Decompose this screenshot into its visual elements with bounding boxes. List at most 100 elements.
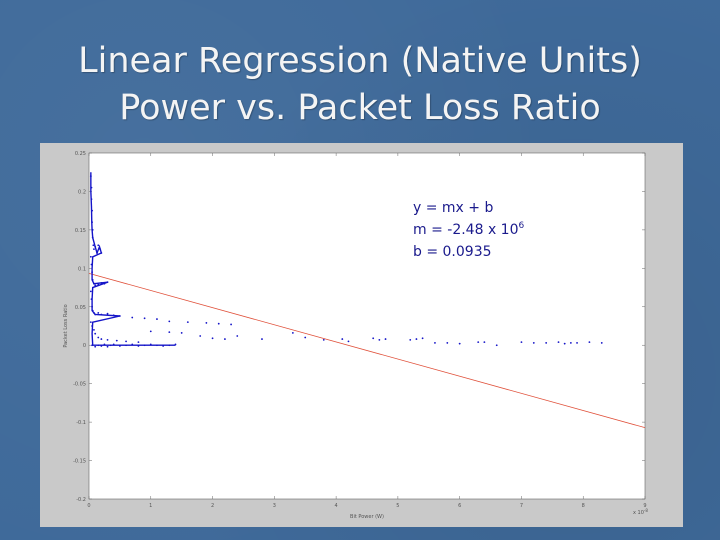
scatter-point (557, 341, 560, 344)
annotation-line3: b = 0.0935 (413, 244, 492, 260)
scatter-point (545, 342, 548, 344)
scatter-point (199, 335, 202, 337)
scatter-point (211, 337, 214, 340)
y-tick-label: 0 (83, 343, 86, 349)
scatter-point (89, 321, 92, 324)
scatter-point (217, 322, 220, 325)
scatter-point (106, 338, 109, 341)
x-tick-label: 4 (335, 503, 338, 509)
scatter-point (149, 330, 152, 333)
scatter-point (106, 312, 109, 315)
scatter-point (94, 284, 97, 287)
data-trace-near-zero (90, 172, 176, 346)
x-tick-label: 9 (643, 503, 646, 509)
scatter-point (446, 342, 449, 344)
y-tick-label: 0.2 (78, 189, 86, 195)
scatter-point (261, 338, 263, 340)
scatter-point (495, 344, 498, 347)
scatter-point (89, 290, 92, 293)
annotation-line1: y = mx + b (413, 200, 493, 216)
y-tick-label: -0.2 (76, 497, 86, 503)
scatter-point (378, 338, 381, 341)
x-multiplier-exponent: -8 (644, 508, 648, 513)
scatter-point (168, 331, 171, 334)
x-tick-label: 6 (458, 503, 461, 509)
regression-line-group (88, 272, 646, 429)
scatter-point (576, 342, 578, 344)
x-tick-label: 1 (149, 503, 152, 509)
annotation-line2-exponent: 6 (519, 221, 525, 231)
y-tick-label: 0.1 (78, 266, 86, 272)
y-axis-label: Packet Loss Ratio (63, 304, 69, 347)
scatter-point (477, 341, 480, 344)
x-tick-label: 0 (87, 503, 90, 509)
scatter-point (384, 338, 387, 340)
x-axis-label: Bit Power (W) (350, 514, 384, 520)
scatter-point (322, 338, 325, 341)
scatter-point (372, 337, 375, 340)
scatter-point (94, 332, 97, 335)
slide-title-line1: Linear Regression (Native Units) (78, 41, 642, 81)
scatter-point (205, 322, 208, 324)
data-points (89, 172, 603, 348)
scatter-point (125, 340, 127, 343)
regression-line (88, 272, 646, 429)
scatter-point (532, 342, 535, 344)
scatter-point (421, 337, 424, 340)
tick-labels: 0 1 2 3 4 5 6 7 8 9 0.25 0.2 0.15 0.1 0.05 0 -0.05 -0.1 -0… (73, 151, 647, 509)
scatter-point (304, 336, 307, 339)
scatter-point (600, 342, 603, 344)
scatter-point (230, 323, 232, 326)
scatter-point (588, 341, 591, 344)
scatter-point (168, 320, 171, 323)
scatter-point (409, 338, 412, 341)
scatter-point (143, 317, 146, 320)
scatter-point (341, 338, 344, 340)
scatter-point (483, 341, 486, 344)
scatter-point (415, 338, 418, 340)
slide-title: Linear Regression (Native Units) Power v… (0, 38, 720, 132)
y-tick-label: 0.15 (75, 228, 86, 234)
x-multiplier-base: x 10 (633, 510, 644, 516)
scatter-point (100, 338, 103, 340)
y-tick-label: -0.05 (73, 382, 86, 388)
y-tick-label: 0.25 (75, 151, 86, 157)
x-tick-label: 3 (273, 503, 276, 509)
x-tick-label: 5 (396, 503, 399, 509)
y-tick-label: -0.1 (76, 420, 86, 426)
annotation-line2-prefix: m = -2.48 x 10 (413, 222, 519, 238)
scatter-point (93, 248, 95, 251)
scatter-point (180, 332, 183, 334)
scatter-point (236, 335, 239, 337)
scatter-point (106, 345, 109, 348)
scatter-point (520, 341, 523, 344)
scatter-point (458, 342, 461, 345)
x-multiplier: x 10-8 (633, 508, 648, 516)
regression-annotation: y = mx + b m = -2.48 x 106 b = 0.0935 (413, 200, 525, 260)
slide-title-line2: Power vs. Packet Loss Ratio (119, 88, 601, 128)
scatter-point (563, 342, 566, 345)
scatter-point (156, 318, 158, 320)
scatter-point (97, 244, 100, 247)
scatter-point (569, 342, 572, 344)
scatter-point (97, 336, 100, 339)
scatter-point (92, 244, 95, 247)
annotation-line2: m = -2.48 x 106 (413, 221, 525, 238)
x-tick-label: 2 (211, 503, 214, 509)
x-tick-label: 8 (582, 503, 585, 509)
scatter-point (434, 342, 436, 344)
scatter-point (115, 339, 118, 342)
scatter-point (94, 345, 97, 348)
scatter-point (93, 328, 95, 331)
scatter-point (137, 341, 140, 344)
y-tick-label: -0.15 (73, 459, 86, 465)
scatter-point (186, 321, 189, 324)
scatter-point (97, 312, 100, 314)
scatter-point (224, 338, 226, 340)
chart-figure: 0 1 2 3 4 5 6 7 8 9 0.25 0.2 0.15 0.1 0.05 0 -0.05 -0.1 -0… (40, 143, 683, 527)
scatter-point (291, 332, 294, 334)
y-tick-label: 0.05 (75, 305, 86, 311)
scatter-point (131, 316, 134, 319)
scatter-point (347, 340, 350, 343)
plot-area (88, 152, 646, 500)
